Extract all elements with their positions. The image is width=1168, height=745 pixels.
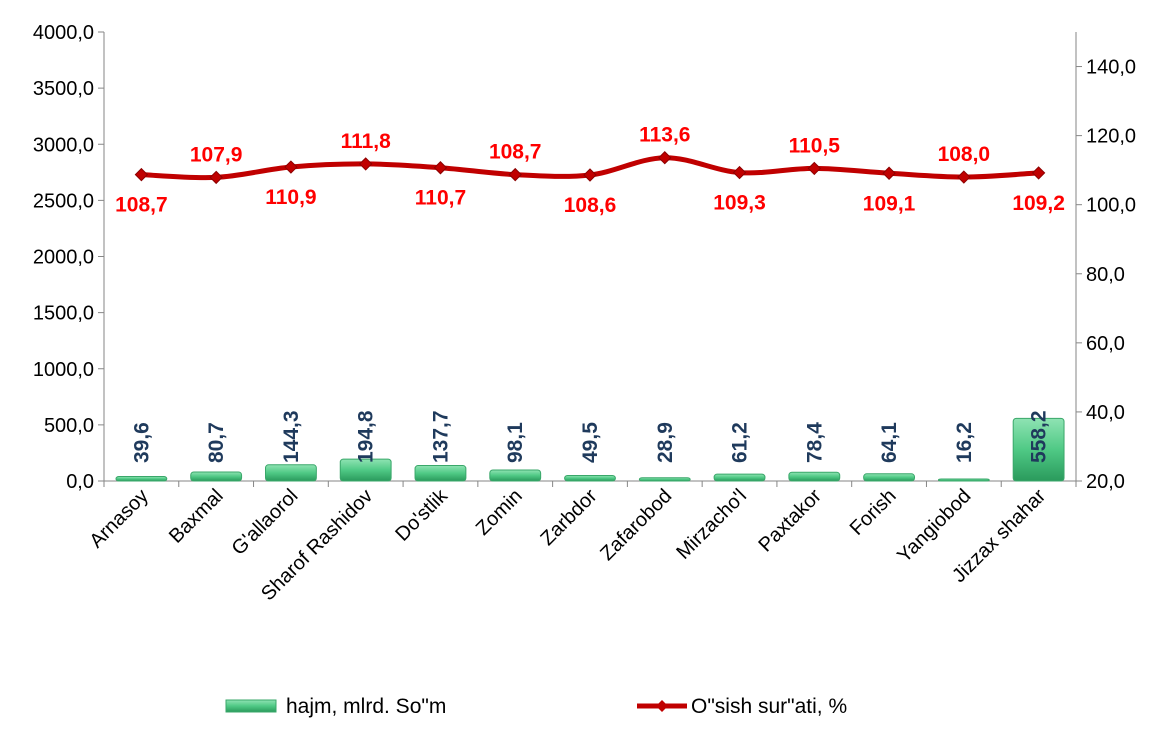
bar-data-label: 61,2: [729, 422, 752, 463]
line-marker: [658, 151, 672, 165]
line-data-label: 108,7: [115, 194, 168, 217]
bar-data-label: 49,5: [579, 422, 602, 463]
y-left-tick-label: 2000,0: [33, 247, 94, 269]
bar-data-label: 558,2: [1028, 410, 1051, 463]
line-marker: [134, 167, 149, 182]
legend: hajm, mlrd. So"m O"sish sur"ati, %: [225, 695, 847, 718]
y-left-tick-label: 0,0: [66, 471, 94, 493]
x-category-label: G'allaorol: [228, 485, 303, 560]
line-data-label: 110,9: [265, 186, 316, 209]
bar: [339, 458, 392, 482]
bar: [489, 469, 542, 482]
bar: [863, 473, 915, 482]
bar-data-label: 39,6: [130, 422, 153, 463]
line-marker: [882, 166, 896, 180]
x-category-label: Zafarobod: [596, 485, 676, 565]
bar-data-label: 144,3: [280, 410, 303, 463]
x-category-label: Baxmal: [165, 485, 228, 548]
bar: [115, 476, 168, 482]
y-left-tick-label: 4000,0: [33, 22, 94, 44]
bar-data-label: 78,4: [803, 422, 826, 463]
bar: [414, 465, 467, 482]
y-right-tick-label: 120,0: [1086, 126, 1136, 148]
axes-layer: 0,0 500,0 1000,0 1500,0 2000,0 2500,0 3000,0 35…: [33, 22, 1136, 605]
line-data-label: 109,3: [713, 192, 766, 215]
line-marker: [583, 168, 597, 182]
bar: [265, 464, 317, 482]
line-data-label: 108,6: [564, 194, 617, 217]
y-right-tick-label: 20,0: [1086, 471, 1125, 493]
y-left-tick-label: 500,0: [44, 415, 94, 437]
line-data-label: 111,8: [341, 130, 392, 153]
y-right-tick-label: 60,0: [1086, 333, 1125, 355]
y-right-tick-label: 100,0: [1086, 195, 1136, 217]
y-left-tick-label: 3500,0: [33, 78, 94, 100]
line-data-label: 110,7: [415, 187, 466, 210]
bar: [788, 471, 841, 482]
line-data-label: 113,6: [639, 124, 690, 147]
x-category-label: Zarbdor: [536, 485, 601, 550]
line-marker: [508, 167, 522, 182]
y-right-tick-label: 140,0: [1086, 57, 1136, 79]
y-right-tick-label: 40,0: [1086, 402, 1125, 424]
labels-layer: 39,6 80,7 144,3 194,8 137,7 98,1 49,5 28,9 61,2 7…: [115, 124, 1065, 463]
line-marker: [732, 165, 747, 180]
bar: [564, 474, 616, 482]
bar-data-label: 194,8: [355, 410, 378, 463]
x-category-label: Zomin: [472, 485, 527, 540]
bar: [638, 477, 691, 482]
line-data-label: 107,9: [190, 143, 243, 166]
x-category-label: Do'stlik: [391, 484, 452, 545]
x-category-label: Mirzacho'l: [672, 485, 751, 564]
bar: [1012, 417, 1065, 482]
line-marker: [358, 157, 373, 171]
legend-bar-label: hajm, mlrd. So"m: [286, 695, 446, 718]
line-data-label: 109,1: [863, 192, 916, 215]
y-left-tick-label: 1000,0: [33, 359, 94, 381]
line-data-label: 109,2: [1012, 192, 1065, 215]
x-category-label: Yangiobod: [893, 485, 975, 567]
x-category-label: Forish: [846, 485, 901, 540]
line-layer: [134, 151, 1046, 185]
line-marker: [807, 161, 822, 176]
line-marker: [209, 170, 223, 185]
bar: [937, 478, 990, 482]
legend-line-label: O"sish sur"ati, %: [691, 695, 847, 718]
bar-data-label: 16,2: [953, 422, 976, 463]
y-left-tick-label: 2500,0: [33, 190, 94, 212]
x-category-label: Arnasoy: [85, 485, 152, 552]
bars-layer: [115, 417, 1065, 482]
y-right-tick-label: 80,0: [1086, 264, 1125, 286]
line-marker: [1031, 166, 1046, 180]
bar: [713, 473, 766, 482]
line-data-label: 108,0: [938, 143, 991, 166]
bar-data-label: 28,9: [654, 422, 677, 463]
bar-data-label: 98,1: [504, 422, 527, 463]
x-category-label: Paxtakor: [754, 485, 826, 557]
line-data-label: 110,5: [789, 134, 841, 157]
bar-data-label: 80,7: [205, 422, 228, 463]
y-left-tick-label: 3000,0: [33, 134, 94, 156]
line-marker: [957, 170, 971, 184]
line-marker: [284, 160, 298, 174]
bar-data-label: 64,1: [878, 422, 901, 463]
legend-bar-swatch: [225, 699, 277, 713]
bar: [190, 471, 243, 482]
y-left-tick-label: 1500,0: [33, 303, 94, 325]
legend-line-marker: [656, 700, 668, 712]
bar-data-label: 137,7: [429, 410, 452, 463]
line-marker: [433, 161, 448, 175]
line-data-label: 108,7: [489, 141, 542, 164]
